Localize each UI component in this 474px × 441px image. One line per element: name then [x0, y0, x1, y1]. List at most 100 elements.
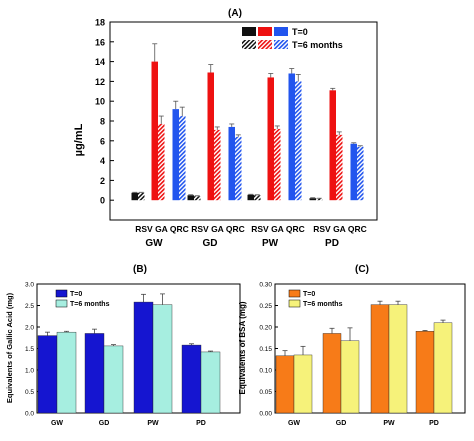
a-tick-label-8: 16	[95, 37, 105, 47]
b-bar-PW-t0	[133, 301, 154, 414]
a-group-label-GW: GW	[145, 238, 163, 249]
c-bar-GW-t6	[293, 354, 313, 414]
a-sub-labels-GW: RSV GA QRC	[135, 224, 189, 234]
c-bar-PD-t0	[415, 331, 435, 414]
a-bar-GW-GA-t0	[151, 61, 158, 201]
panel-b-x-labels: GW GD PW PD	[51, 420, 206, 427]
c-bar-GW-t0	[275, 355, 295, 414]
panel-b-y-ticks: 0.0 0.5 1.0 1.5 2.0 2.5 3.0	[25, 282, 40, 418]
a-sub-labels-PD: RSV GA QRC	[313, 224, 367, 234]
a-bar-PW-RSV-t0	[247, 194, 254, 201]
c-bar-PD-t6	[433, 322, 453, 414]
a-tick-label-1: 2	[100, 176, 105, 186]
panel-c: (C) Equivalents of BSA (mg) 0.00 0.05 0.10…	[238, 264, 466, 427]
c-tick-label-4: 0.20	[259, 325, 272, 332]
a-sub-labels-PW: RSV GA QRC	[251, 224, 305, 234]
panel-c-bars	[275, 300, 453, 414]
a-bar-PD-GA-t0	[329, 90, 336, 201]
panel-b: (B) Equivalents of Gallic Acid (mg) 0.0 0…	[5, 264, 241, 427]
c-tick-label-2: 0.10	[259, 368, 272, 375]
b-x-label-GW: GW	[51, 420, 63, 427]
c-bar-GD-t6	[340, 340, 360, 414]
b-x-label-GD: GD	[99, 420, 110, 427]
a-bar-GW-RSV-t0	[131, 192, 138, 201]
panel-a-x-labels: RSV GA QRC GW RSV GA QRC GD RSV GA QRC PW RSV …	[135, 224, 367, 249]
b-bar-PD-t0	[181, 344, 202, 414]
a-bar-GD-RSV-t6	[194, 196, 201, 201]
a-bar-GD-QRC-t0	[228, 126, 235, 201]
legend-swatch-rsv-t0	[242, 27, 256, 36]
panel-c-y-ticks: 0.00 0.05 0.10 0.15 0.20 0.25 0.30	[259, 282, 278, 418]
a-tick-label-2: 4	[100, 156, 105, 166]
panel-b-legend-t0: T=0	[70, 291, 82, 298]
panel-b-legend-t6: T=6 months	[70, 301, 110, 308]
a-bar-GD-GA-t0	[207, 72, 214, 201]
a-tick-label-7: 14	[95, 57, 105, 67]
b-tick-label-3: 1.5	[25, 346, 34, 353]
legend-swatch-rsv-t6	[242, 40, 256, 49]
b-tick-label-4: 2.0	[25, 325, 34, 332]
a-bar-PW-GA-t0	[267, 77, 274, 201]
legend-swatch-qrc-t6	[274, 40, 288, 49]
c-x-label-PD: PD	[429, 420, 439, 427]
a-group-label-GD: GD	[203, 238, 218, 249]
a-bar-PD-GA-t6	[336, 134, 343, 201]
a-tick-label-0: 0	[100, 196, 105, 206]
panel-a-legend-t6: T=6 months	[292, 40, 343, 50]
panel-b-legend-swatch-t0	[55, 289, 68, 298]
panel-c-x-labels: GW GD PW PD	[288, 420, 439, 427]
a-tick-label-4: 8	[100, 117, 105, 127]
a-bar-GD-GA-t6	[214, 129, 221, 201]
c-tick-label-6: 0.30	[259, 282, 272, 289]
c-tick-label-0: 0.00	[259, 411, 272, 418]
panel-a-y-ticks: 0 2 4 6 8 10 12 14 16 18	[95, 18, 114, 206]
panel-b-label: (B)	[133, 264, 147, 275]
b-x-label-PW: PW	[147, 420, 159, 427]
a-sub-labels-GD: RSV GA QRC	[191, 224, 245, 234]
b-bar-GW-t6	[56, 331, 77, 414]
b-bar-PW-t6	[152, 304, 173, 414]
a-bar-GW-QRC-t0	[172, 109, 179, 201]
a-tick-label-6: 12	[95, 77, 105, 87]
a-bar-GD-QRC-t6	[235, 136, 242, 201]
panel-c-legend-t6: T=6 months	[303, 301, 343, 308]
c-tick-label-1: 0.05	[259, 389, 272, 396]
a-bar-PW-QRC-t0	[288, 73, 295, 201]
legend-swatch-ga-t6	[258, 40, 272, 49]
c-tick-label-5: 0.25	[259, 303, 272, 310]
panel-b-y-axis-label: Equivalents of Gallic Acid (mg)	[5, 292, 14, 403]
c-bar-GD-t0	[322, 333, 342, 414]
a-tick-label-3: 6	[100, 136, 105, 146]
a-bar-GD-RSV-t0	[187, 195, 194, 201]
a-bar-PD-RSV-t6	[316, 198, 323, 201]
a-bar-PD-QRC-t6	[357, 146, 364, 201]
a-bar-GW-QRC-t6	[179, 116, 186, 201]
a-tick-label-9: 18	[95, 18, 105, 28]
c-bar-PW-t0	[370, 304, 390, 414]
panel-a-legend-t0: T=0	[292, 27, 308, 37]
panel-b-legend: T=0 T=6 months	[55, 289, 110, 308]
b-bar-PD-t6	[200, 351, 221, 414]
panel-a-label: (A)	[228, 8, 242, 19]
a-bar-PW-QRC-t6	[295, 81, 302, 201]
a-group-label-PD: PD	[325, 238, 339, 249]
b-tick-label-2: 1.0	[25, 368, 34, 375]
a-bar-PD-QRC-t0	[350, 143, 357, 201]
a-bar-GW-RSV-t6	[138, 192, 145, 201]
b-bar-GD-t0	[84, 333, 105, 414]
b-tick-label-0: 0.0	[25, 411, 34, 418]
b-x-label-PD: PD	[196, 420, 206, 427]
panel-b-legend-swatch-t6	[55, 299, 68, 308]
panel-c-legend-t0: T=0	[303, 291, 315, 298]
panel-c-legend: T=0 T=6 months	[288, 289, 343, 308]
a-bar-GW-GA-t6	[158, 123, 165, 201]
a-bar-PW-GA-t6	[274, 128, 281, 201]
b-tick-label-1: 0.5	[25, 389, 34, 396]
panel-c-y-axis-label: Equivalents of BSA (mg)	[238, 301, 247, 394]
b-tick-label-5: 2.5	[25, 303, 34, 310]
c-x-label-GD: GD	[336, 420, 347, 427]
panel-b-bars	[37, 293, 221, 414]
c-tick-label-3: 0.15	[259, 346, 272, 353]
